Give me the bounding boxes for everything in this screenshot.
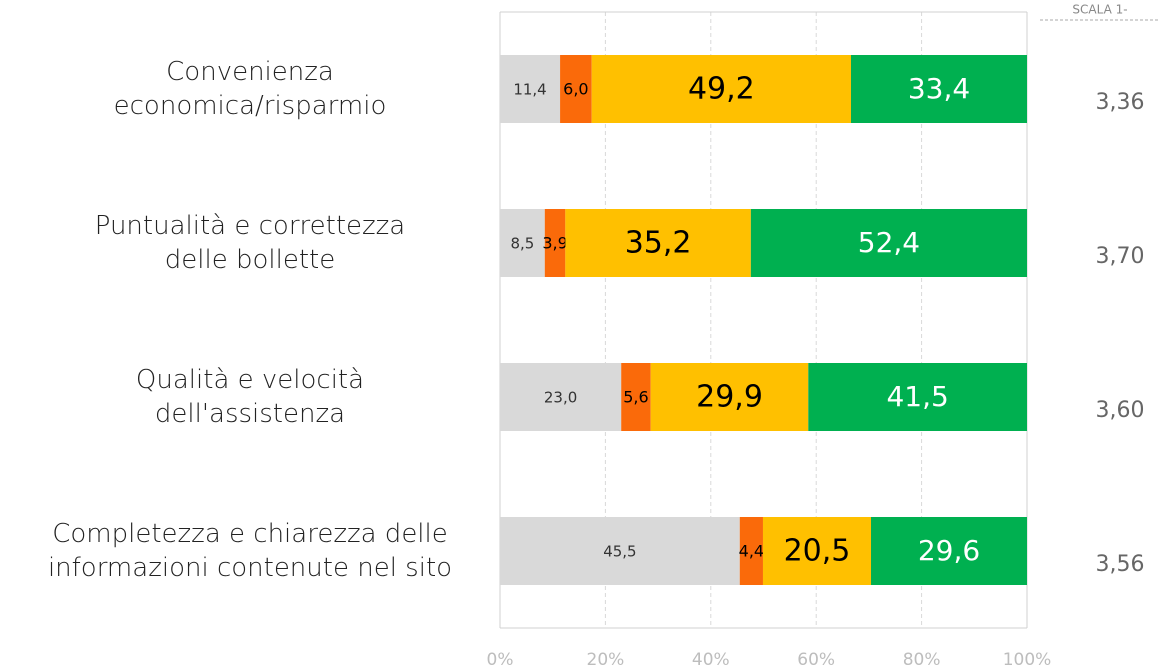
bar-segment <box>591 55 851 123</box>
bar-segment <box>808 363 1027 431</box>
category-label: Qualità e velocità dell'assistenza <box>136 365 364 429</box>
bar-segment <box>565 209 751 277</box>
category-line: Qualità e velocità <box>136 365 364 395</box>
bar-segment <box>850 55 1027 123</box>
value-label: 49,2 <box>688 72 755 107</box>
value-label: 23,0 <box>544 389 577 407</box>
value-label: 4,4 <box>739 542 764 561</box>
value-label: 45,5 <box>603 543 636 561</box>
score-label: 3,60 <box>1096 398 1145 423</box>
category-label: Convenienza economica/risparmio <box>114 57 387 121</box>
value-label: 33,4 <box>908 72 970 105</box>
bar-segment <box>739 517 763 585</box>
x-tick-label: 80% <box>903 650 941 670</box>
value-label: 29,9 <box>696 380 763 415</box>
category-label: Puntualità e correttezza delle bollette <box>95 211 406 275</box>
category-line: Puntualità e correttezza <box>95 211 406 241</box>
score-label: 3,36 <box>1096 90 1145 115</box>
value-label: 6,0 <box>563 80 588 99</box>
bar-segment <box>762 517 872 585</box>
bar-segment <box>500 209 545 277</box>
bar-segment <box>650 363 809 431</box>
category-line: informazioni contenute nel sito <box>48 553 452 583</box>
bar-segment <box>871 517 1027 585</box>
value-label: 11,4 <box>513 81 546 99</box>
bar-segment <box>500 55 561 123</box>
bar-segment <box>560 55 592 123</box>
category-line: delle bollette <box>165 245 335 275</box>
category-line: dell'assistenza <box>155 399 345 429</box>
x-tick-label: 100% <box>1003 650 1052 670</box>
score-label: 3,56 <box>1096 552 1145 577</box>
bar-segment <box>500 517 740 585</box>
score-label: 3,70 <box>1096 244 1145 269</box>
bar-segment <box>750 209 1027 277</box>
x-tick-label: 0% <box>487 650 514 670</box>
x-tick-label: 40% <box>692 650 730 670</box>
bar-segment <box>621 363 651 431</box>
value-label: 29,6 <box>918 534 980 567</box>
bar-segment <box>500 363 622 431</box>
category-line: Convenienza <box>166 57 334 87</box>
value-label: 8,5 <box>510 235 534 253</box>
category-line: Completezza e chiarezza delle <box>52 519 448 549</box>
x-tick-label: 60% <box>797 650 835 670</box>
value-label: 41,5 <box>886 380 948 413</box>
value-label: 20,5 <box>784 534 851 569</box>
scale-label: SCALA 1- <box>1072 3 1127 17</box>
category-line: economica/risparmio <box>114 91 387 121</box>
value-label: 5,6 <box>623 388 648 407</box>
value-label: 35,2 <box>625 226 692 261</box>
value-label: 3,9 <box>542 234 567 253</box>
value-label: 52,4 <box>858 226 920 259</box>
x-tick-label: 20% <box>587 650 625 670</box>
bar-segment <box>544 209 566 277</box>
category-label: Completezza e chiarezza delle informazion… <box>48 519 452 583</box>
